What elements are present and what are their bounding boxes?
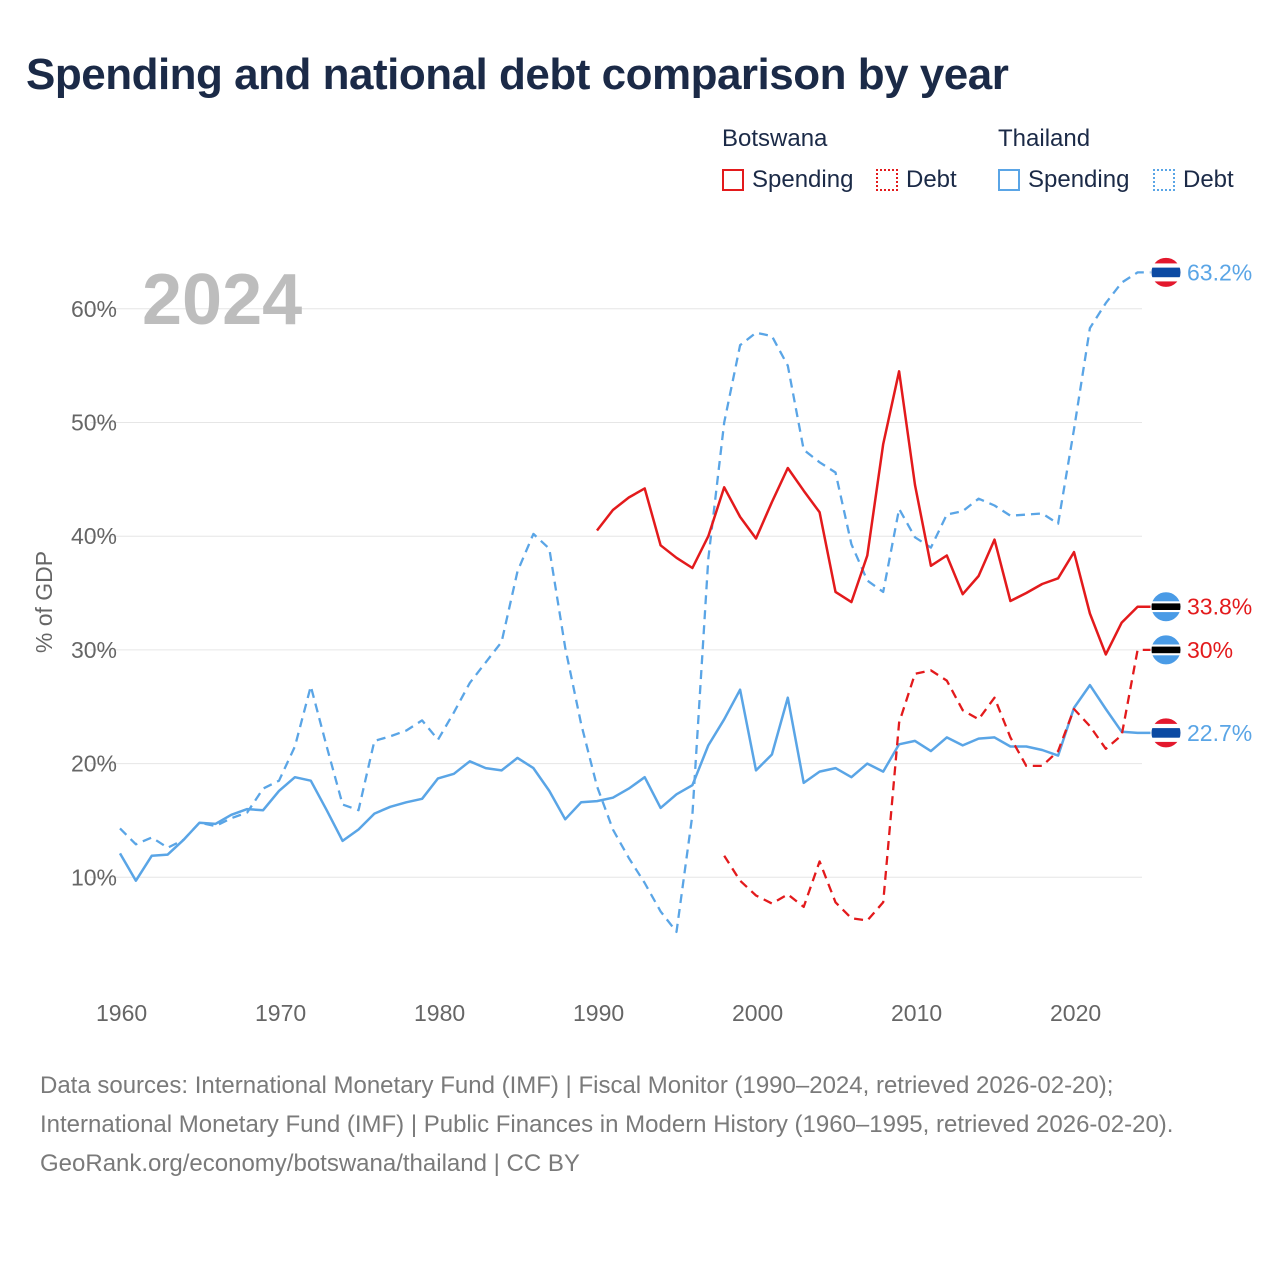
series-lines	[118, 271, 1151, 934]
legend-label: Spending	[1028, 166, 1130, 193]
legend-item-botswana-debt[interactable]: Debt	[876, 166, 957, 194]
end-label: 33.8%	[1187, 594, 1252, 620]
y-tick-label: 40%	[71, 523, 117, 549]
legend-item-thailand-debt[interactable]: Debt	[1153, 166, 1234, 194]
swatch-solid-red	[722, 169, 744, 191]
grid-lines	[90, 308, 1142, 878]
x-tick-label: 2010	[891, 1000, 942, 1026]
series-line-thailand-debt	[119, 271, 1151, 934]
x-tick-label: 1970	[255, 1000, 306, 1026]
series-line-botswana-spending	[596, 370, 1151, 656]
swatch-dotted-blue	[1153, 169, 1175, 191]
end-label: 30%	[1187, 637, 1233, 663]
swatch-solid-blue	[998, 169, 1020, 191]
legend-label: Spending	[752, 166, 854, 193]
x-axis-ticks: 1960 1970 1980 1990 2000 2010 2020	[96, 1000, 1101, 1026]
year-overlay: 2024	[142, 260, 302, 340]
thailand-flag-icon	[1150, 256, 1182, 288]
botswana-flag-icon	[1150, 634, 1182, 666]
source-link[interactable]: GeoRank.org/economy/botswana/thailand | …	[40, 1150, 580, 1177]
chart-title: Spending and national debt comparison by…	[26, 50, 1009, 99]
y-axis-ticks: 10% 20% 30% 40% 50% 60%	[71, 296, 117, 891]
y-tick-label: 60%	[71, 296, 117, 322]
legend-item-thailand-spending[interactable]: Spending	[998, 166, 1129, 194]
y-tick-label: 10%	[71, 864, 117, 890]
line-chart: 2024 10% 20% 30% 40% 50% 60% 1960 1970 1980 1990…	[31, 256, 1252, 1026]
y-axis-label: % of GDP	[31, 551, 57, 653]
x-tick-label: 2000	[732, 1000, 783, 1026]
source-note: Data sources: International Monetary Fun…	[40, 1066, 1240, 1183]
thailand-flag-icon	[1150, 717, 1182, 749]
series-line-botswana-debt	[723, 648, 1151, 922]
y-tick-label: 20%	[71, 751, 117, 777]
y-tick-label: 50%	[71, 410, 117, 436]
legend-group-botswana: Botswana	[722, 125, 828, 152]
botswana-flag-icon	[1150, 591, 1182, 623]
legend-item-botswana-spending[interactable]: Spending	[722, 166, 853, 194]
x-tick-label: 1980	[414, 1000, 465, 1026]
legend-label: Debt	[906, 166, 957, 193]
series-line-thailand-spending	[118, 683, 1151, 882]
end-label: 22.7%	[1187, 720, 1252, 746]
legend-label: Debt	[1183, 166, 1234, 193]
y-tick-label: 30%	[71, 637, 117, 663]
end-markers: 63.2% 22.7% 33.8% 30%	[1150, 256, 1252, 749]
end-label: 63.2%	[1187, 259, 1252, 285]
swatch-dotted-red	[876, 169, 898, 191]
x-tick-label: 2020	[1050, 1000, 1101, 1026]
legend-group-thailand: Thailand	[998, 125, 1091, 152]
x-tick-label: 1960	[96, 1000, 147, 1026]
source-text: Data sources: International Monetary Fun…	[40, 1072, 1174, 1138]
x-tick-label: 1990	[573, 1000, 624, 1026]
